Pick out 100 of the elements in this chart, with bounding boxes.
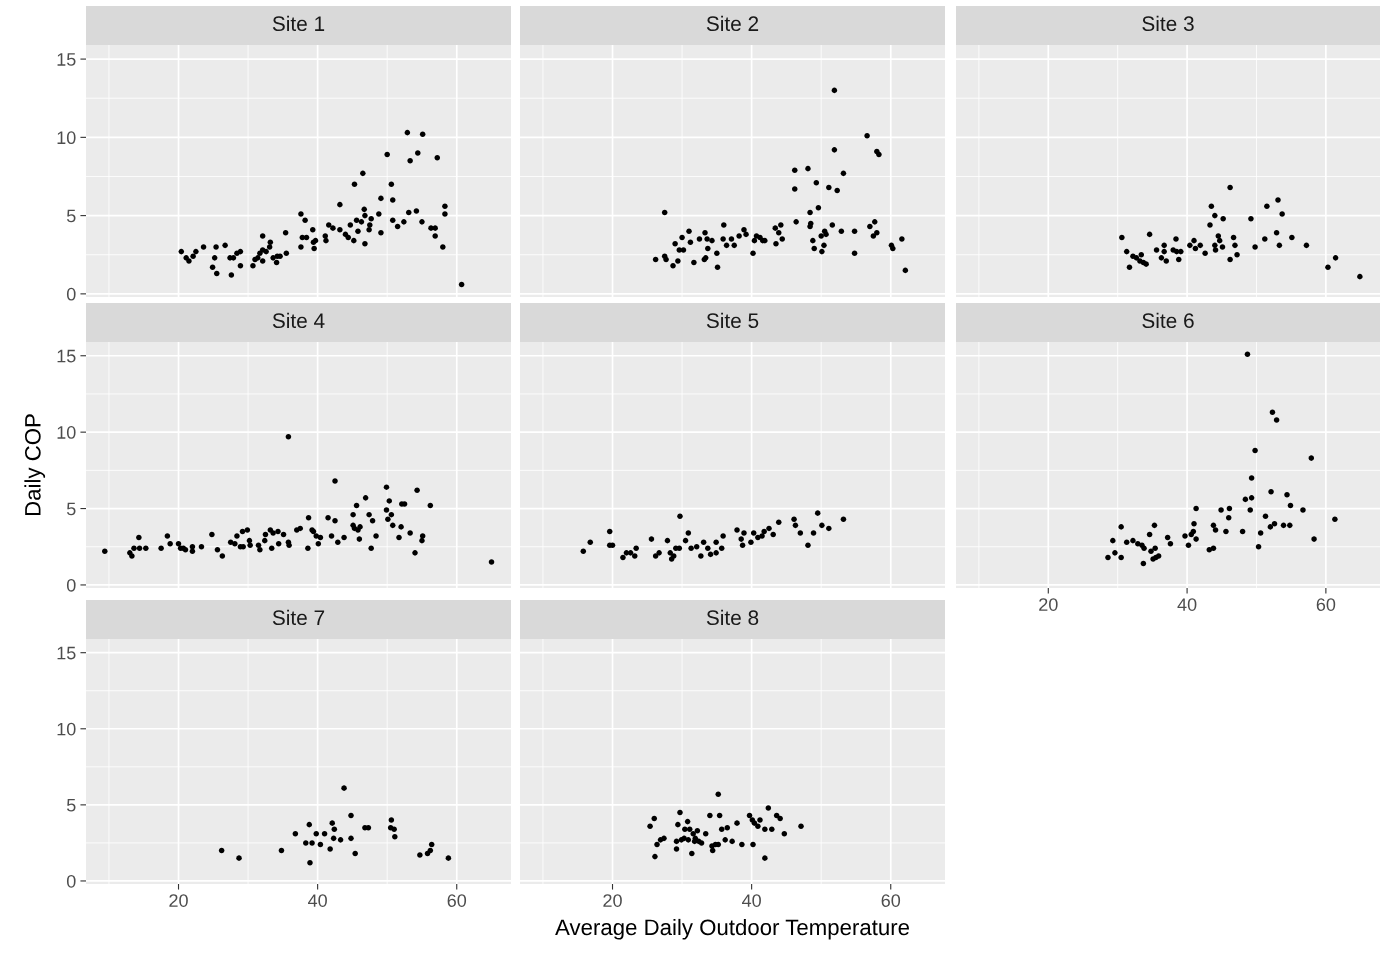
- point: [739, 841, 745, 848]
- point: [391, 826, 397, 832]
- y-tick-label: 15: [57, 646, 76, 660]
- chart-title: Site 4: [272, 312, 325, 329]
- point: [1273, 230, 1280, 236]
- point: [718, 826, 725, 832]
- point: [1123, 539, 1130, 545]
- x-tick-label: 20: [603, 894, 622, 907]
- point: [633, 545, 639, 552]
- point: [587, 539, 594, 545]
- point: [1158, 255, 1165, 261]
- point: [620, 554, 626, 561]
- point: [631, 553, 638, 559]
- point: [1197, 242, 1204, 249]
- point: [1210, 545, 1217, 552]
- point: [766, 525, 772, 532]
- chart-title: Site 6: [1142, 312, 1194, 329]
- y-axis-title: Daily COP: [24, 414, 46, 516]
- y-tick-label: 10: [57, 426, 76, 439]
- point: [739, 542, 746, 548]
- point: [748, 539, 754, 545]
- x-tick-label: 40: [1177, 598, 1197, 611]
- point: [652, 553, 659, 559]
- point: [321, 831, 328, 837]
- point: [1191, 521, 1197, 527]
- point: [810, 530, 817, 536]
- point: [327, 846, 333, 852]
- point: [1269, 409, 1276, 416]
- x-axis-title: Average Daily Outdoor Temperature: [555, 918, 909, 940]
- point: [682, 826, 688, 832]
- point: [365, 824, 372, 831]
- point: [1230, 234, 1237, 241]
- point: [445, 855, 452, 861]
- point: [690, 831, 696, 837]
- point: [718, 545, 725, 552]
- point: [1242, 496, 1249, 503]
- point: [341, 785, 347, 791]
- chart-title: Site 1: [272, 15, 325, 32]
- point: [1273, 417, 1280, 423]
- point: [331, 826, 338, 832]
- point: [1207, 222, 1213, 228]
- point: [734, 527, 740, 533]
- point: [694, 827, 701, 834]
- point: [1232, 242, 1238, 249]
- point: [685, 837, 692, 843]
- point: [1244, 351, 1251, 357]
- point: [805, 542, 811, 548]
- point: [685, 530, 692, 536]
- point: [1164, 534, 1171, 541]
- point: [1262, 513, 1269, 519]
- point: [781, 831, 788, 837]
- point: [673, 846, 680, 852]
- point: [580, 548, 587, 555]
- point: [1173, 236, 1179, 242]
- point: [1175, 256, 1182, 263]
- point: [1262, 236, 1268, 242]
- point: [762, 855, 768, 861]
- point: [1227, 256, 1233, 263]
- point: [1289, 234, 1295, 241]
- point: [1148, 548, 1154, 555]
- y-tick-label: 0: [66, 287, 76, 301]
- point: [306, 821, 313, 828]
- point: [1141, 545, 1147, 552]
- point: [661, 835, 667, 842]
- point: [392, 834, 398, 840]
- point: [707, 551, 714, 558]
- point: [1212, 212, 1218, 219]
- point: [1212, 527, 1219, 533]
- point: [1234, 251, 1240, 258]
- point: [1146, 231, 1153, 238]
- point: [348, 812, 354, 819]
- point: [689, 850, 695, 857]
- point: [769, 826, 775, 832]
- point: [693, 543, 700, 550]
- point: [1130, 537, 1136, 544]
- point: [1118, 524, 1124, 530]
- point: [1271, 521, 1278, 527]
- point: [770, 531, 776, 538]
- point: [1215, 233, 1222, 239]
- point: [1212, 247, 1219, 253]
- y-tick-label: 10: [57, 722, 76, 736]
- point: [1252, 244, 1258, 250]
- point: [307, 859, 313, 866]
- point: [1275, 197, 1281, 203]
- y-tick-label: 5: [66, 798, 76, 812]
- point: [1308, 455, 1315, 461]
- point: [317, 841, 324, 848]
- y-tick-label: 0: [66, 874, 76, 888]
- point: [707, 812, 713, 819]
- point: [1192, 245, 1199, 252]
- point: [722, 837, 728, 843]
- point: [1218, 507, 1224, 513]
- point: [741, 530, 747, 536]
- point: [757, 817, 763, 823]
- point: [673, 838, 680, 845]
- point: [675, 821, 681, 828]
- x-tick-label: 60: [1316, 598, 1336, 611]
- point: [417, 852, 423, 858]
- point: [1151, 522, 1158, 529]
- point: [826, 525, 832, 532]
